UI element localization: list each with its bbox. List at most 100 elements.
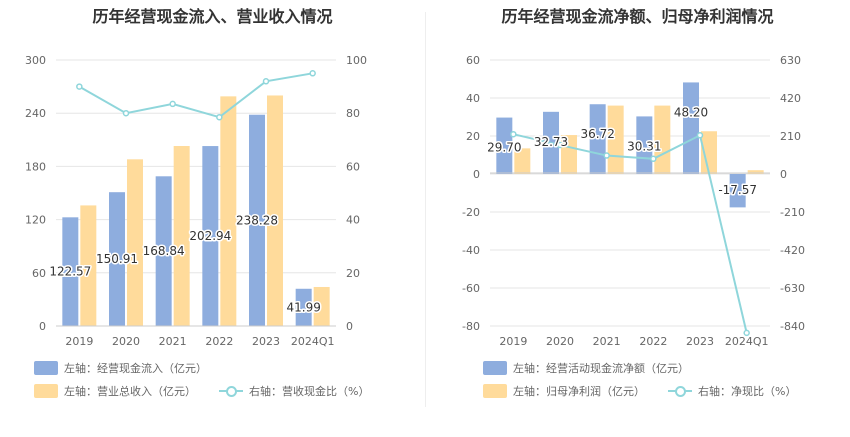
y2-tick-label: 0 [780,168,787,181]
data-label: -17.57 [718,183,757,197]
bar-series-2 [514,148,531,174]
legend-swatch-line [219,384,243,398]
y-tick-label: -40 [462,244,480,257]
bar-series-1 [683,82,699,174]
right-legend-bar1[interactable]: 左轴：经营活动现金流净额（亿元） [483,360,689,376]
right-chart-panel: 历年经营现金流净额、归母净利润情况 -80 -60 -40 -20 0 20 40 60 -84… [425,0,850,437]
legend-label: 右轴：营收现金比（%） [249,385,370,398]
bar-series-1 [155,176,172,326]
line-point [556,141,564,149]
legend-swatch-orange [34,384,58,398]
line-point [696,132,704,139]
data-label: 122.57 [49,265,91,279]
right-legend-bar2[interactable]: 左轴：归母净利润（亿元） [483,383,645,399]
bar-series-2 [561,135,577,174]
legend-label: 左轴：经营活动现金流净额（亿元） [513,362,689,375]
x-tick-label: 2021 [593,335,621,348]
bar-series-2 [127,159,143,326]
data-label: 41.99 [286,300,320,314]
x-tick-label: 2020 [546,335,574,348]
line-point [76,83,83,90]
legend-label: 左轴：归母净利润（亿元） [513,385,645,398]
data-label: 32.73 [534,135,568,149]
line-point [169,100,176,108]
y2-tick-label: -630 [780,282,805,295]
y-tick-label: 60 [466,54,480,67]
y-tick-label: -80 [462,320,480,333]
data-label: 30.31 [627,139,661,153]
legend-swatch-orange [483,384,507,398]
x-tick-label: 2024Q1 [725,335,769,348]
y2-tick-label: 100 [346,54,367,67]
line-point [309,70,316,77]
legend-label: 左轴：营业总收入（亿元） [64,385,196,398]
bar-series-1 [729,174,746,208]
y2-tick-label: 0 [346,320,353,333]
bar-series-1 [202,146,219,326]
legend-label: 右轴：净现比（%） [698,385,797,398]
x-tick-label: 2019 [65,335,93,348]
y2-tick-label: -210 [780,206,805,219]
data-label: 48.20 [674,105,708,119]
data-label: 202.94 [189,229,231,243]
y-tick-label: 180 [25,160,46,173]
y2-tick-label: 40 [346,214,360,227]
bar-series-2 [701,131,717,174]
x-tick-label: 2021 [159,335,187,348]
right-chart-title: 历年经营现金流净额、归母净利润情况 [501,7,774,26]
x-tick-label: 2022 [639,335,667,348]
line-point [510,130,517,138]
bar-series-1 [295,288,312,326]
bar-series-2 [173,146,190,326]
left-legend-line[interactable]: 右轴：营收现金比（%） [219,383,369,399]
y2-tick-label: 630 [780,54,801,67]
x-tick-label: 2024Q1 [291,335,335,348]
y2-tick-label: -840 [780,320,805,333]
y2-tick-label: -420 [780,244,805,257]
line-point [650,155,657,163]
data-label: 36.72 [580,127,614,141]
y-tick-label: -60 [462,282,480,295]
data-label: 168.84 [143,244,185,258]
bar-series-2 [267,95,283,326]
x-tick-label: 2019 [499,335,527,348]
bar-series-2 [220,96,237,326]
x-tick-label: 2023 [686,335,714,348]
left-chart-svg: 0 60 120 180 240 300 0 20 40 60 80 100 2019 2020 2021 2… [25,54,367,348]
y2-tick-label: 20 [346,267,360,280]
left-chart-title: 历年经营现金流入、营业收入情况 [92,7,333,26]
y-tick-label: 20 [466,130,480,143]
data-label: 29.70 [487,141,521,155]
y-tick-label: 120 [25,214,46,227]
line-series [78,72,313,119]
line-point [122,109,130,117]
bar-series-2 [747,170,764,174]
line-point [743,329,750,337]
y-tick-label: 240 [25,107,46,120]
line-series [513,133,748,334]
bar-series-1 [496,117,513,174]
y2-tick-label: 60 [346,160,360,173]
y2-tick-label: 80 [346,107,360,120]
bar-series-1 [636,116,653,174]
data-label: 238.28 [236,213,278,227]
line-point [216,113,223,121]
right-legend-line[interactable]: 右轴：净现比（%） [668,383,796,399]
left-legend-bar2[interactable]: 左轴：营业总收入（亿元） [34,383,196,399]
y-tick-label: 300 [25,54,46,67]
y-tick-label: 40 [466,92,480,105]
bar-series-1 [109,192,125,326]
legend-swatch-blue [34,361,58,375]
bar-series-1 [249,114,265,326]
y-tick-label: 0 [39,320,46,333]
bar-series-1 [62,217,79,326]
y-tick-label: -20 [462,206,480,219]
x-tick-label: 2023 [252,335,280,348]
y-tick-label: 60 [32,267,46,280]
panel-divider [425,12,426,407]
x-tick-label: 2022 [205,335,233,348]
left-chart-panel: 历年经营现金流入、营业收入情况 0 60 120 180 240 300 0 20 40 60 80… [25,7,369,399]
left-legend-bar1[interactable]: 左轴：经营现金流入（亿元） [34,360,207,376]
y-tick-label: 0 [473,168,480,181]
data-label: 150.91 [96,252,138,266]
